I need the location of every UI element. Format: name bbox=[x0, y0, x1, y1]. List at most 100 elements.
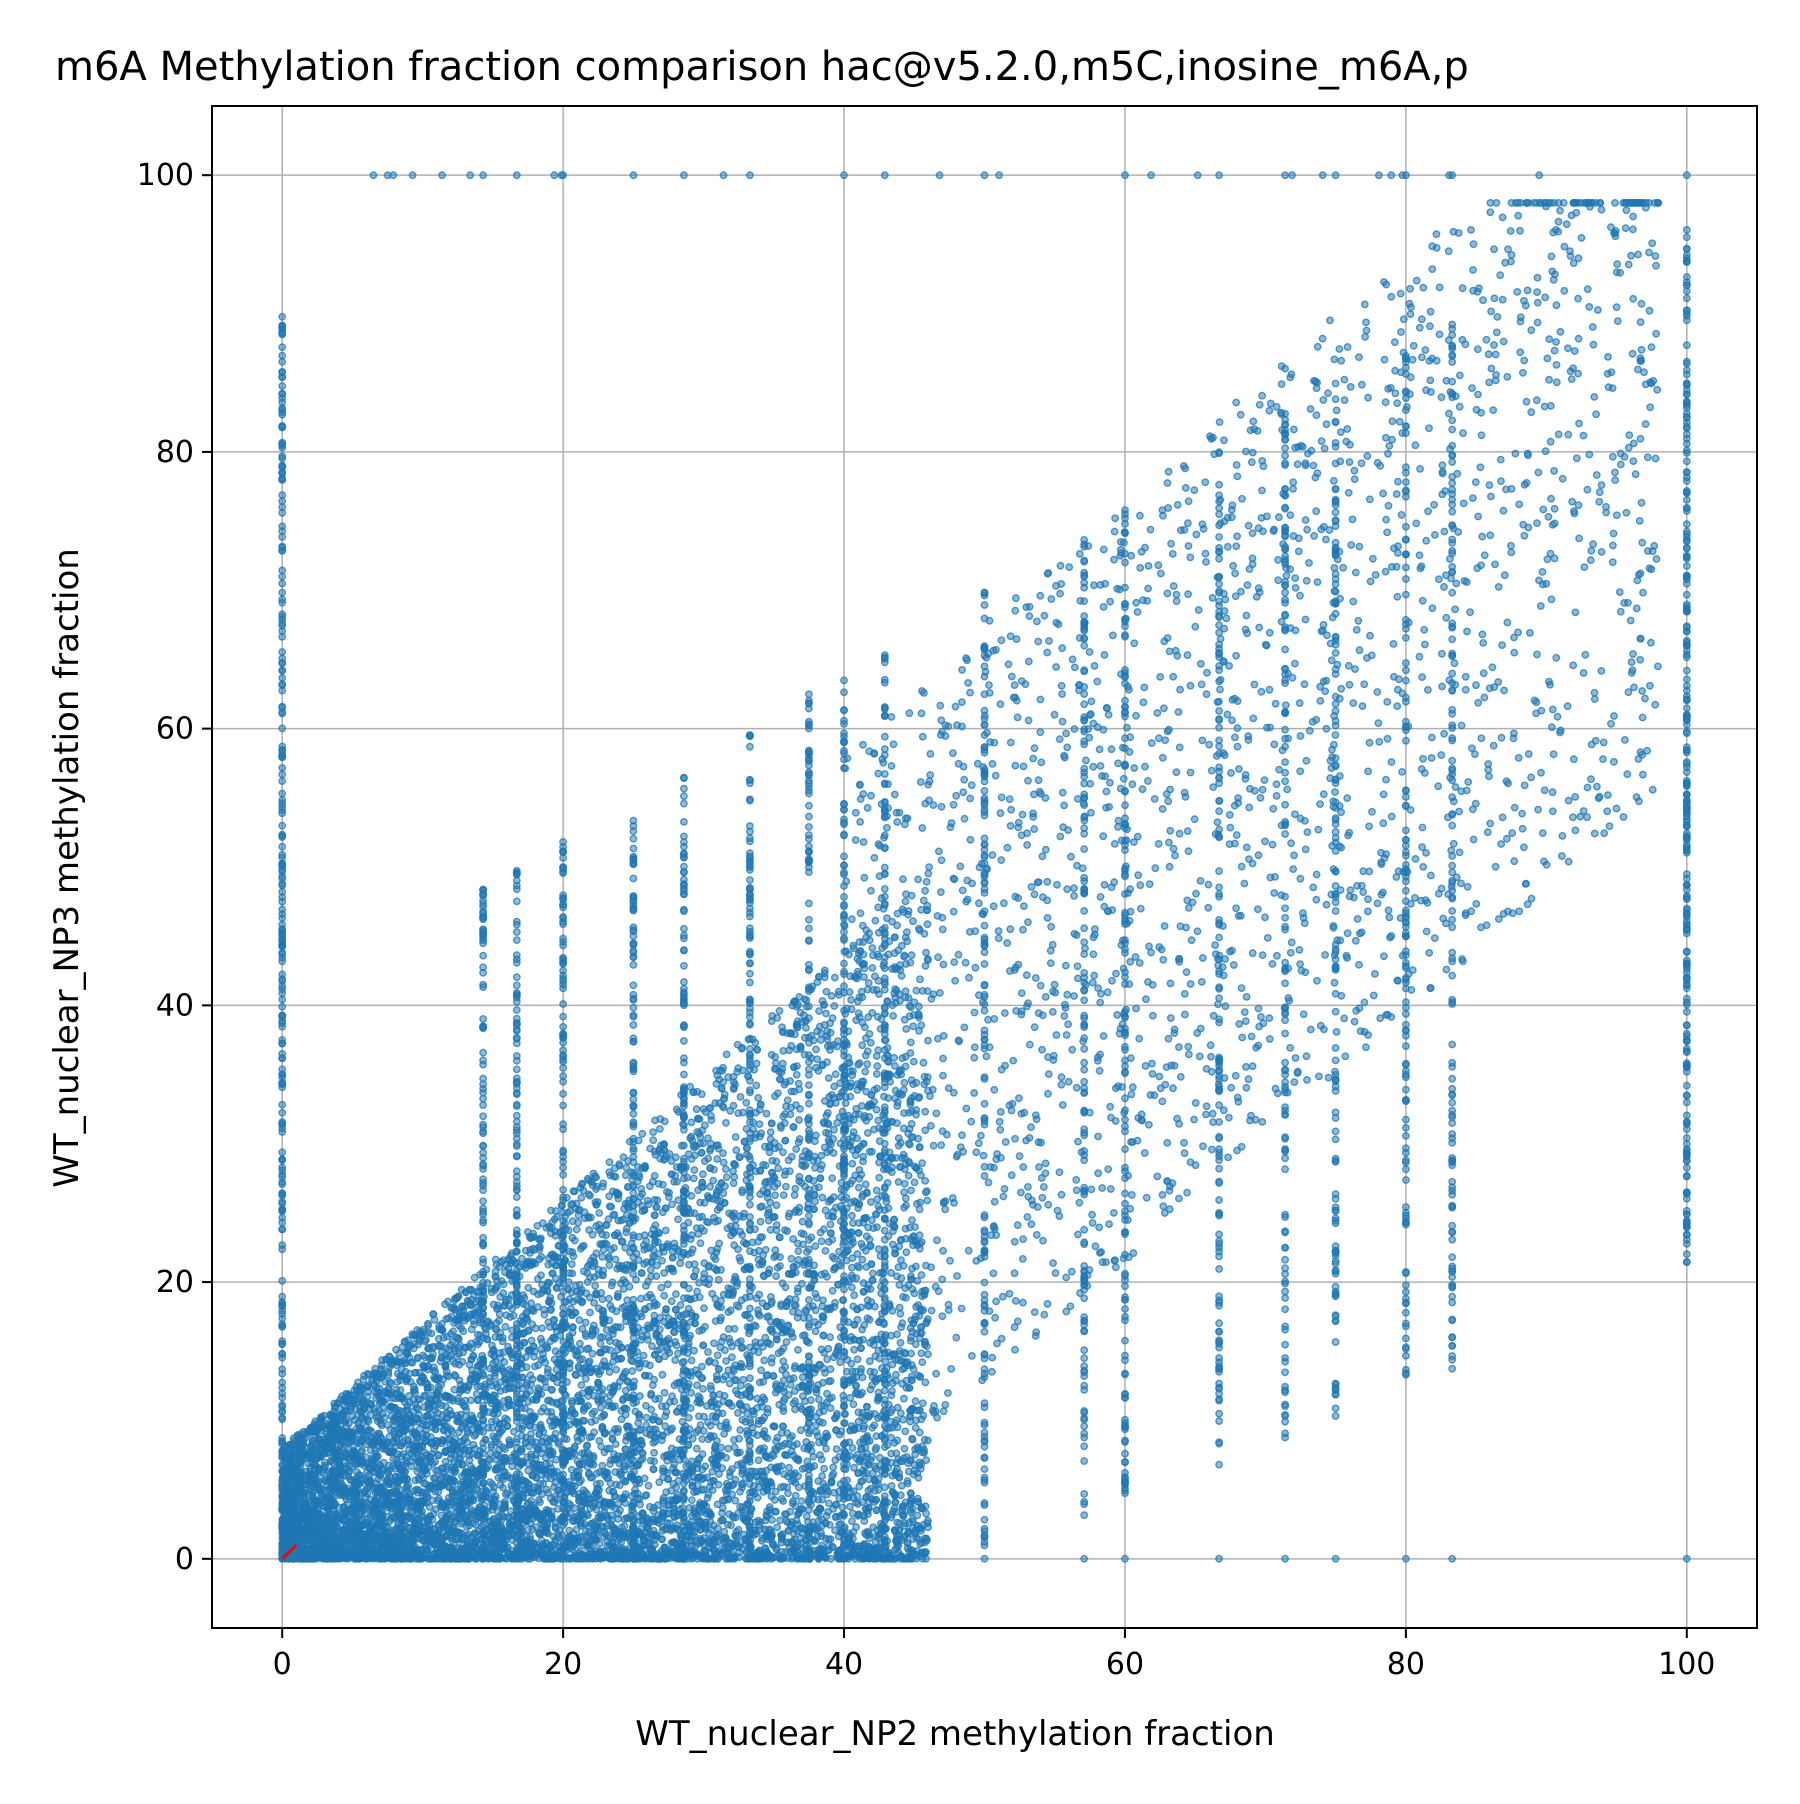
scatter-point bbox=[768, 1052, 774, 1058]
scatter-point bbox=[606, 1159, 612, 1165]
scatter-point bbox=[694, 1382, 700, 1388]
scatter-point bbox=[597, 1341, 603, 1347]
scatter-point bbox=[693, 1106, 699, 1112]
scatter-point bbox=[691, 1175, 697, 1181]
scatter-point bbox=[690, 1246, 696, 1252]
scatter-point bbox=[696, 1328, 702, 1334]
scatter-point bbox=[829, 1288, 835, 1294]
scatter-point bbox=[812, 1165, 818, 1171]
scatter-point bbox=[724, 1174, 730, 1180]
scatter-point bbox=[795, 1347, 801, 1353]
scatter-point bbox=[583, 1333, 589, 1339]
scatter-point bbox=[754, 1395, 760, 1401]
scatter-point bbox=[820, 1297, 826, 1303]
scatter-point bbox=[673, 1154, 679, 1160]
scatter-point bbox=[699, 1363, 705, 1369]
scatter-point bbox=[450, 1359, 456, 1365]
scatter-point bbox=[897, 1311, 903, 1317]
scatter-point bbox=[612, 1174, 618, 1180]
scatter-point bbox=[511, 1429, 517, 1435]
scatter-point bbox=[901, 1110, 907, 1116]
scatter-point bbox=[727, 1339, 733, 1345]
scatter-point bbox=[814, 1028, 820, 1034]
scatter-point bbox=[533, 1325, 539, 1331]
scatter-point bbox=[819, 1456, 825, 1462]
scatter-point bbox=[776, 1008, 782, 1014]
scatter-point bbox=[873, 1445, 879, 1451]
scatter-point bbox=[829, 1254, 835, 1260]
scatter-point bbox=[729, 1354, 735, 1360]
scatter-point bbox=[899, 1483, 905, 1489]
scatter-point bbox=[901, 1205, 907, 1211]
scatter-point bbox=[688, 1390, 694, 1396]
scatter-point bbox=[665, 1281, 671, 1287]
scatter-point bbox=[788, 1381, 794, 1387]
scatter-point bbox=[920, 1400, 926, 1406]
scatter-point bbox=[902, 1181, 908, 1187]
scatter-point bbox=[671, 1240, 677, 1246]
scatter-point bbox=[586, 1227, 592, 1233]
scatter-point bbox=[578, 1382, 584, 1388]
scatter-point bbox=[363, 1454, 369, 1460]
scatter-point bbox=[875, 1117, 881, 1123]
scatter-point bbox=[700, 1386, 706, 1392]
scatter-point bbox=[864, 1233, 870, 1239]
scatter-point bbox=[736, 1436, 742, 1442]
scatter-point bbox=[863, 1470, 869, 1476]
scatter-point bbox=[391, 1439, 397, 1445]
scatter-point bbox=[569, 1235, 575, 1241]
scatter-point bbox=[848, 997, 854, 1003]
scatter-point bbox=[566, 1335, 572, 1341]
scatter-point bbox=[918, 1272, 924, 1278]
scatter-point bbox=[673, 1291, 679, 1297]
scatter-point bbox=[759, 1203, 765, 1209]
scatter-point bbox=[649, 1343, 655, 1349]
scatter-point bbox=[888, 1392, 894, 1398]
scatter-point bbox=[814, 1056, 820, 1062]
scatter-point bbox=[761, 1357, 767, 1363]
scatter-point bbox=[579, 1181, 585, 1187]
scatter-point bbox=[669, 1445, 675, 1451]
scatter-point bbox=[730, 1180, 736, 1186]
scatter-point bbox=[821, 1350, 827, 1356]
scatter-point bbox=[822, 1022, 828, 1028]
scatter-point bbox=[910, 1023, 916, 1029]
scatter-point bbox=[826, 1075, 832, 1081]
scatter-point bbox=[760, 1394, 766, 1400]
scatter-point bbox=[821, 1226, 827, 1232]
scatter-point bbox=[660, 1468, 666, 1474]
scatter-point bbox=[874, 1053, 880, 1059]
scatter-point bbox=[773, 1202, 779, 1208]
scatter-point bbox=[786, 1464, 792, 1470]
scatter-point bbox=[772, 1247, 778, 1253]
scatter-point bbox=[620, 1277, 626, 1283]
scatter-point bbox=[921, 1074, 927, 1080]
scatter-point bbox=[763, 1373, 769, 1379]
scatter-point bbox=[598, 1405, 604, 1411]
scatter-point bbox=[706, 1359, 712, 1365]
scatter-point bbox=[865, 1130, 871, 1136]
scatter-point bbox=[721, 1528, 727, 1534]
scatter-point bbox=[911, 1058, 917, 1064]
scatter-point bbox=[622, 1245, 628, 1251]
scatter-point bbox=[757, 1191, 763, 1197]
scatter-point bbox=[460, 1328, 466, 1334]
scatter-point bbox=[835, 1345, 841, 1351]
scatter-point bbox=[699, 1436, 705, 1442]
scatter-point bbox=[613, 1366, 619, 1372]
scatter-point bbox=[797, 1136, 803, 1142]
scatter-point bbox=[525, 1285, 531, 1291]
scatter-point bbox=[651, 1458, 657, 1464]
scatter-point bbox=[874, 1071, 880, 1077]
scatter-point bbox=[739, 1187, 745, 1193]
scatter-point bbox=[882, 1359, 888, 1365]
scatter-point bbox=[851, 1347, 857, 1353]
scatter-point bbox=[468, 1397, 474, 1403]
scatter-point bbox=[435, 1452, 441, 1458]
scatter-point bbox=[576, 1317, 582, 1323]
scatter-point bbox=[599, 1254, 605, 1260]
scatter-point bbox=[696, 1280, 702, 1286]
scatter-point bbox=[768, 1129, 774, 1135]
scatter-point bbox=[867, 1358, 873, 1364]
scatter-point bbox=[663, 1227, 669, 1233]
